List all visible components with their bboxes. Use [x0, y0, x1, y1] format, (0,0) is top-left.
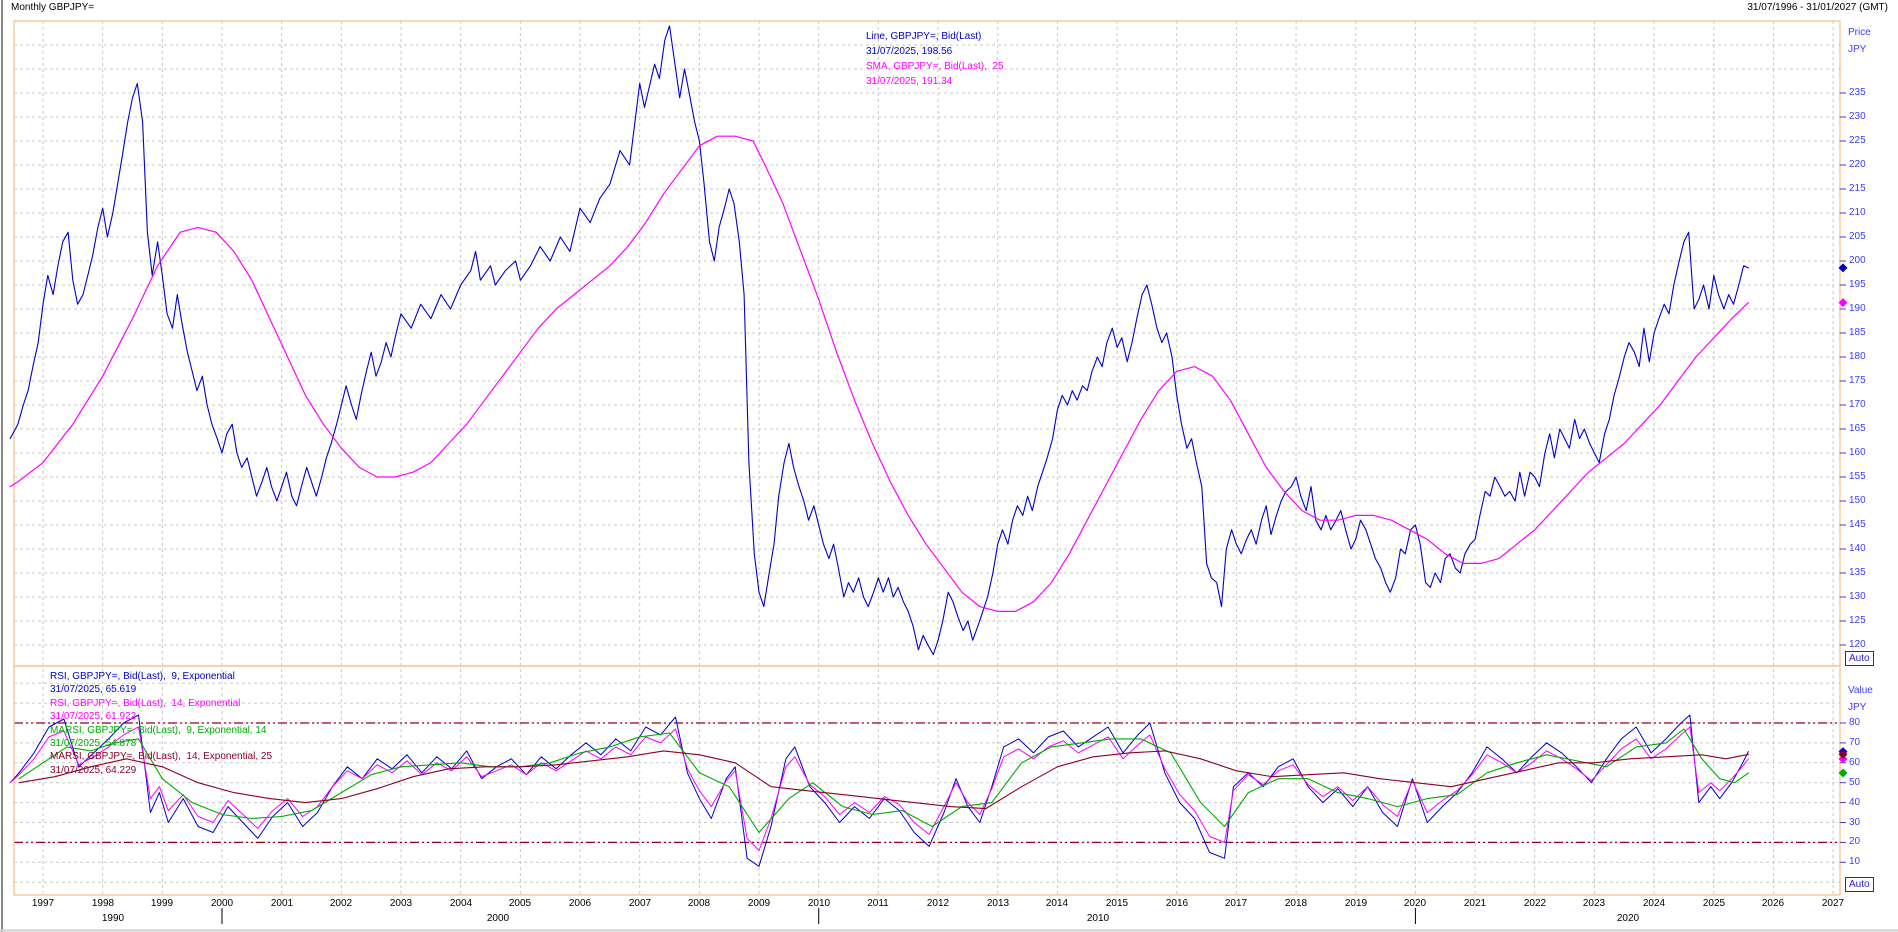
rsi-panel-border [13, 665, 1841, 896]
last-value-marker [1838, 768, 1848, 778]
series-line-line [9, 25, 1749, 656]
series-rsi-line [9, 714, 1749, 867]
last-value-marker [1838, 298, 1848, 308]
last-value-marker [1838, 754, 1848, 764]
series-sma-line [9, 135, 1750, 613]
rsi-autoscale-button[interactable]: Auto [1845, 877, 1874, 892]
series-rsi-line [9, 726, 1749, 851]
series-marsi-line [18, 750, 1749, 810]
price-panel-border [13, 20, 1841, 667]
price-autoscale-button[interactable]: Auto [1845, 651, 1874, 666]
last-value-marker [1838, 749, 1848, 759]
last-value-marker [1838, 263, 1848, 273]
series-marsi-line [18, 728, 1749, 834]
